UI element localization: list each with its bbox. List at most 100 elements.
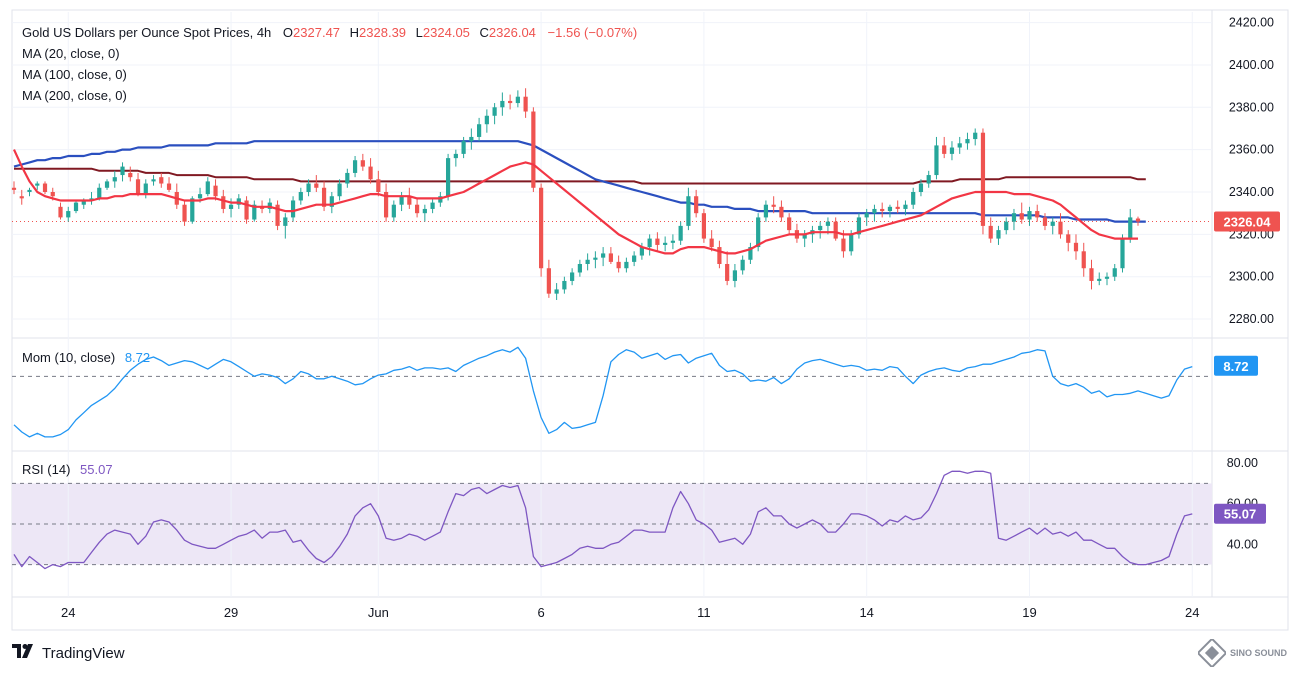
candle-body [1035, 211, 1040, 218]
candle-body [996, 230, 1001, 239]
candle-body [244, 200, 249, 220]
rsi-label: RSI (14) [22, 462, 70, 477]
rsi-value: 55.07 [80, 462, 113, 477]
rsi-tick-label: 40.00 [1227, 537, 1258, 551]
candle-body [973, 132, 978, 140]
svg-text:55.07: 55.07 [1224, 507, 1257, 522]
price-tick-label: 2360.00 [1229, 143, 1274, 157]
candle-body [787, 217, 792, 231]
candle-body [1042, 217, 1048, 226]
candle-body [570, 272, 575, 281]
candle-body [166, 183, 172, 190]
momentum-label: Mom (10, close) [22, 350, 115, 365]
time-tick-label: 11 [697, 605, 711, 620]
candle-body [314, 183, 319, 188]
candle-body [484, 115, 489, 125]
candle-body [585, 259, 590, 264]
ma100-path [13, 140, 1146, 223]
candle-body [934, 145, 939, 176]
candle-body [97, 187, 102, 199]
candle-body [391, 204, 396, 218]
candle-body [601, 253, 606, 258]
candle-body [477, 124, 482, 137]
candle-body [887, 206, 893, 212]
candle-body [321, 187, 327, 207]
candle-body [833, 221, 838, 239]
candle-body [414, 204, 420, 214]
candle-body [864, 213, 869, 218]
candle-body [825, 221, 831, 226]
candle-body [81, 200, 86, 205]
candle-body [1004, 221, 1009, 231]
svg-text:8.72: 8.72 [1223, 359, 1248, 374]
candle-body [1027, 211, 1032, 220]
candle-body [856, 217, 862, 235]
candle-body [1011, 213, 1017, 222]
candle-body [539, 187, 544, 269]
svg-text:2326.04: 2326.04 [1224, 215, 1272, 230]
time-tick-label: 6 [538, 605, 545, 620]
candle-body [802, 234, 807, 239]
ma20-path [13, 149, 1138, 255]
candle-body [725, 264, 730, 281]
candle-body [1066, 234, 1071, 243]
change-value: −1.56 (−0.07%) [548, 25, 638, 40]
candle-body [445, 158, 451, 197]
candle-body [221, 196, 226, 209]
price-tick-label: 2420.00 [1229, 16, 1274, 30]
candle-body [1135, 218, 1141, 222]
candle-body [252, 204, 257, 220]
candle-body [228, 204, 234, 209]
open-value: 2327.47 [293, 25, 340, 40]
price-tick-label: 2400.00 [1229, 58, 1274, 72]
close-value: 2326.04 [489, 25, 536, 40]
candlestick-series [11, 88, 1141, 300]
candle-body [120, 166, 125, 176]
momentum-badge: 8.72 [1214, 355, 1258, 376]
tradingview-footer[interactable]: TradingView [12, 642, 125, 664]
time-tick-label: 19 [1022, 605, 1036, 620]
candle-body [461, 141, 466, 154]
time-tick-label: 24 [1185, 605, 1199, 620]
candle-body [213, 185, 218, 197]
candle-body [306, 183, 311, 192]
candle-body [182, 204, 187, 222]
candle-body [686, 196, 691, 226]
candle-body [66, 211, 71, 218]
candle-body [965, 139, 970, 144]
candle-body [275, 204, 280, 226]
time-tick-label: 24 [61, 605, 75, 620]
low-label: L [416, 25, 423, 40]
candle-body [422, 208, 427, 214]
candle-body [1050, 221, 1055, 226]
candle-body [376, 179, 381, 192]
watermark-text: SINO SOUND [1230, 648, 1288, 658]
candle-body [42, 183, 48, 192]
candle-body [329, 196, 334, 207]
candle-body [957, 143, 962, 148]
time-tick-label: 29 [224, 605, 238, 620]
candle-body [616, 261, 621, 269]
candle-body [1104, 276, 1110, 279]
tradingview-brand: TradingView [42, 644, 125, 662]
high-label: H [350, 25, 359, 40]
momentum-value: 8.72 [125, 350, 150, 365]
ma20-legend: MA (20, close, 0) [22, 46, 120, 61]
candle-body [655, 238, 660, 245]
candle-body [980, 132, 986, 226]
candle-body [880, 208, 885, 212]
grid-lines [12, 12, 1212, 597]
candle-body [678, 225, 683, 241]
candle-body [1081, 251, 1086, 269]
candle-body [531, 111, 536, 188]
candle-body [748, 247, 753, 260]
chart-title-row: Gold US Dollars per Ounce Spot Prices, 4… [22, 25, 637, 40]
candle-body [740, 259, 745, 271]
chart-title: Gold US Dollars per Ounce Spot Prices, 4… [22, 25, 271, 40]
candle-body [298, 192, 303, 201]
chart-frame [11, 9, 1289, 631]
candle-body [128, 172, 133, 178]
candle-body [577, 264, 582, 273]
candle-body [911, 192, 916, 205]
